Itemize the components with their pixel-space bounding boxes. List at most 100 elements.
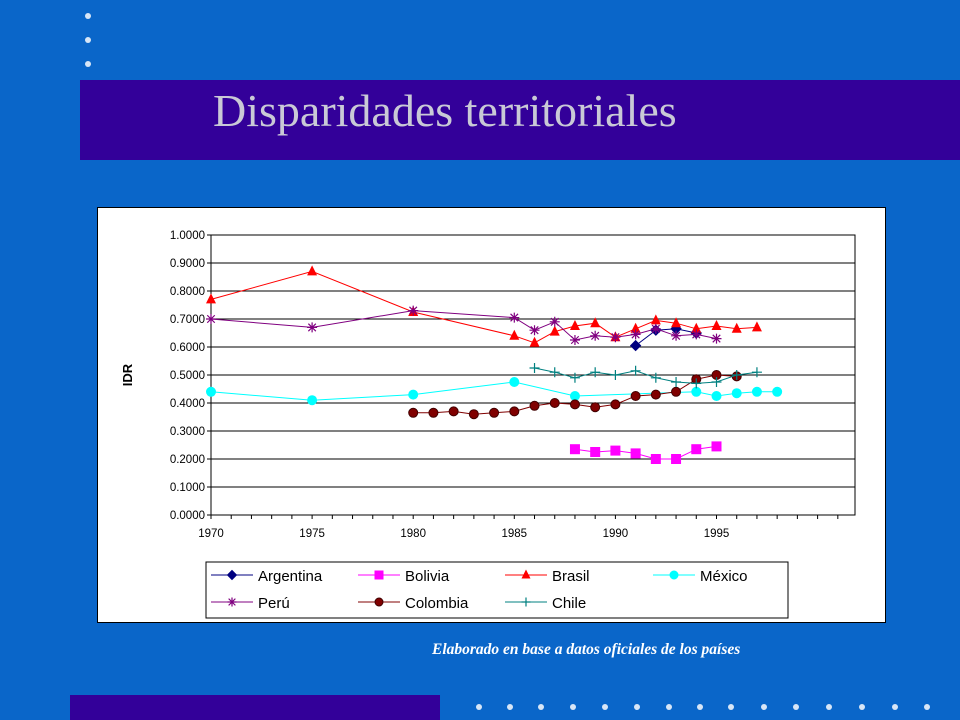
decor-dot <box>697 704 703 710</box>
data-point <box>671 454 682 464</box>
data-point <box>529 400 540 411</box>
decor-dot <box>826 704 832 710</box>
decor-dot <box>793 704 799 710</box>
star-marker <box>590 330 601 341</box>
data-point <box>521 569 531 579</box>
data-point <box>731 370 742 380</box>
decor-dot <box>924 704 930 710</box>
decor-dot <box>85 13 91 19</box>
star-marker <box>691 329 702 340</box>
decor-dot <box>728 704 734 710</box>
data-point <box>691 444 702 455</box>
x-tick-label: 1980 <box>400 528 426 540</box>
star-marker <box>569 335 580 345</box>
data-point <box>549 316 560 327</box>
data-point <box>226 569 238 581</box>
y-tick-label: 0.6000 <box>170 342 205 354</box>
data-point <box>751 367 762 378</box>
data-point <box>448 406 459 417</box>
star-marker <box>227 597 237 607</box>
data-point <box>691 322 702 333</box>
data-point <box>529 325 540 336</box>
data-point <box>650 314 661 325</box>
data-point <box>307 322 318 333</box>
data-point <box>549 325 560 336</box>
decor-dot <box>570 704 576 710</box>
slide-title: Disparidades territoriales <box>213 85 677 136</box>
data-point <box>772 386 783 397</box>
star-marker <box>206 314 216 324</box>
decor-dot <box>85 37 91 43</box>
legend-box <box>205 561 789 619</box>
star-marker <box>408 305 419 316</box>
y-tick-label: 0.7000 <box>170 314 205 326</box>
data-point <box>569 444 580 455</box>
data-point <box>650 454 661 464</box>
y-tick-label: 0.4000 <box>170 398 205 410</box>
bottom-band <box>70 695 440 720</box>
data-point <box>489 407 500 418</box>
x-tick-label: 1990 <box>603 528 629 540</box>
x-tick-label: 1995 <box>704 528 730 540</box>
data-point <box>590 447 601 457</box>
series-line <box>534 367 758 384</box>
data-point <box>408 305 419 316</box>
decor-dot <box>634 704 640 710</box>
y-tick-label: 0.3000 <box>170 426 205 438</box>
data-point <box>711 377 722 387</box>
data-point <box>227 597 237 607</box>
series-line <box>210 270 757 344</box>
data-point <box>610 445 621 456</box>
star-marker <box>711 333 722 344</box>
plot-frame <box>210 234 856 516</box>
data-point <box>751 386 762 397</box>
data-point <box>711 320 722 330</box>
data-point <box>549 367 560 378</box>
decor-dot <box>476 704 482 710</box>
data-point <box>509 377 520 387</box>
y-axis-label: IDR <box>120 363 135 386</box>
y-tick-label: 1.0000 <box>170 230 205 242</box>
data-point <box>650 372 661 383</box>
data-point <box>671 377 682 387</box>
data-point <box>374 597 384 607</box>
data-point <box>650 323 661 334</box>
data-point <box>691 378 702 389</box>
data-point <box>307 265 318 276</box>
decor-dot <box>859 704 865 710</box>
data-point <box>751 321 762 332</box>
data-point <box>529 363 540 373</box>
data-point <box>206 314 216 324</box>
y-tick-label: 0.5000 <box>170 370 205 382</box>
data-point <box>529 336 540 347</box>
decor-dot <box>507 704 513 710</box>
star-marker <box>630 329 641 340</box>
legend-label: México <box>700 568 748 585</box>
decor-dot <box>85 61 91 67</box>
data-point <box>408 407 419 418</box>
star-marker <box>650 323 661 334</box>
star-marker <box>307 322 318 333</box>
data-point <box>374 570 384 580</box>
data-point <box>610 370 621 380</box>
y-tick-label: 0.0000 <box>170 510 205 522</box>
star-marker <box>509 312 520 323</box>
legend-label: Argentina <box>258 568 323 585</box>
data-point <box>691 386 702 397</box>
data-point <box>468 409 479 420</box>
data-point <box>549 398 560 408</box>
star-marker <box>549 316 560 327</box>
data-point <box>691 329 702 340</box>
decor-dot <box>761 704 767 710</box>
data-point <box>590 402 601 413</box>
data-point <box>569 320 580 330</box>
star-marker <box>610 332 621 343</box>
legend-label: Chile <box>552 595 586 612</box>
title-band <box>80 80 960 160</box>
chart-container: 0.0000 0.1000 0.2000 0.3000 0.4000 0.5000 0.60… <box>97 207 886 623</box>
data-point <box>629 339 642 352</box>
x-tick-label: 1970 <box>198 528 224 540</box>
legend-label: Bolivia <box>405 568 450 585</box>
data-point <box>630 391 641 401</box>
source-caption: Elaborado en base a datos oficiales de l… <box>432 641 741 658</box>
